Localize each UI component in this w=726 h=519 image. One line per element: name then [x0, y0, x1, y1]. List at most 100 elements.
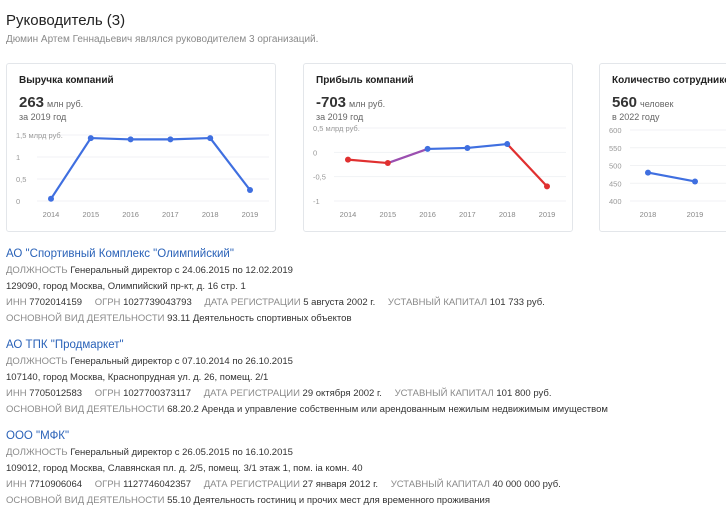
organization-link[interactable]: ООО "МФК" — [6, 430, 70, 442]
y-tick-label: 550 — [609, 144, 622, 153]
data-point — [504, 141, 511, 148]
data-point — [87, 135, 94, 142]
reg-date-value: 5 августа 2002 г. — [303, 297, 376, 308]
position-label: ДОЛЖНОСТЬ — [6, 265, 68, 276]
address: 109012, город Москва, Славянская пл. д. … — [6, 463, 363, 474]
employees-chart: 600 550 500 450 400 2018 2019 — [609, 126, 726, 219]
inn-label: ИНН — [6, 479, 27, 490]
x-tick-label: 2019 — [242, 210, 259, 219]
position-value: Генеральный директор — [70, 447, 173, 458]
profit-chart: 0,5 млрд руб. 0 -0,5 -1 2014 2015 2016 2017 2018… — [313, 124, 566, 219]
page-subtitle: Дюмин Артем Геннадьевич являлся руководи… — [6, 34, 319, 45]
y-tick-label: 0 — [16, 197, 20, 206]
activity-line: ОСНОВНОЙ ВИД ДЕЯТЕЛЬНОСТИ 55.10 Деятельн… — [6, 495, 721, 506]
inn-value: 7702014159 — [29, 297, 83, 308]
series-line-segment — [209, 136, 252, 192]
card-value: 263 млн руб. — [19, 94, 83, 112]
series-line-segment — [49, 136, 92, 200]
inn-value: 7705012583 — [29, 388, 83, 399]
position-label: ДОЛЖНОСТЬ — [6, 356, 68, 367]
profit-card: Прибыль компаний -703 млн руб. за 2019 го… — [303, 63, 573, 232]
card-title: Выручка компаний — [19, 75, 114, 86]
organization-item: АО ТПК "Продмаркет" ДОЛЖНОСТЬ Генеральны… — [6, 339, 721, 415]
series-line-segment — [89, 136, 132, 141]
y-tick-label: 0,5 — [16, 175, 26, 184]
reg-date-label: ДАТА РЕГИСТРАЦИИ — [203, 388, 300, 399]
inn-label: ИНН — [6, 388, 27, 399]
capital-value: 40 000 000 руб. — [492, 479, 561, 490]
reg-date-value: 27 января 2012 г. — [302, 479, 379, 490]
ogrn-value: 1027700373117 — [123, 388, 192, 399]
activity-label: ОСНОВНОЙ ВИД ДЕЯТЕЛЬНОСТИ — [6, 404, 165, 415]
data-point — [544, 183, 550, 190]
series-line-segment — [646, 171, 697, 183]
x-tick-label: 2014 — [340, 210, 357, 219]
position-value: Генеральный директор — [70, 265, 173, 276]
x-tick-label: 2017 — [459, 210, 476, 219]
data-point — [345, 156, 351, 163]
position-line: ДОЛЖНОСТЬ Генеральный директор с 07.10.2… — [6, 356, 721, 367]
position-label: ДОЛЖНОСТЬ — [6, 447, 68, 458]
x-tick-label: 2014 — [43, 210, 60, 219]
card-value-number: -703 — [316, 94, 347, 111]
inn-value: 7710906064 — [29, 479, 83, 490]
activity-value: 55.10 Деятельность гостиниц и прочих мес… — [167, 495, 490, 506]
x-tick-label: 2019 — [539, 210, 556, 219]
card-value-number: 263 — [19, 94, 45, 111]
x-tick-label: 2017 — [162, 210, 179, 219]
reg-date-label: ДАТА РЕГИСТРАЦИИ — [203, 479, 300, 490]
activity-label: ОСНОВНОЙ ВИД ДЕЯТЕЛЬНОСТИ — [6, 495, 165, 506]
ogrn-label: ОГРН — [94, 388, 121, 399]
data-point — [207, 135, 214, 142]
page-title: Руководитель (3) — [6, 12, 126, 29]
position-period: с 07.10.2014 по 26.10.2015 — [174, 356, 293, 367]
y-tick-label: 400 — [609, 197, 622, 206]
reg-date-label: ДАТА РЕГИСТРАЦИИ — [204, 297, 301, 308]
card-title: Прибыль компаний — [316, 75, 414, 86]
y-tick-label: 500 — [609, 162, 622, 171]
card-value-unit: млн руб. — [47, 99, 84, 109]
ogrn-label: ОГРН — [94, 479, 121, 490]
position-line: ДОЛЖНОСТЬ Генеральный директор с 24.06.2… — [6, 265, 721, 276]
address: 107140, город Москва, Краснопрудная ул. … — [6, 372, 269, 383]
organization-item: АО "Спортивный Комплекс "Олимпийский" ДО… — [6, 248, 721, 324]
ogrn-label: ОГРН — [94, 297, 121, 308]
card-title: Количество сотрудников — [612, 75, 726, 86]
organization-link[interactable]: АО "Спортивный Комплекс "Олимпийский" — [6, 248, 234, 260]
data-point — [247, 187, 253, 193]
registration-line: ИНН 7702014159 ОГРН 1027739043793 ДАТА Р… — [6, 297, 721, 308]
position-period: с 26.05.2015 по 16.10.2015 — [174, 447, 293, 458]
card-value-unit: млн руб. — [349, 99, 386, 109]
card-period: за 2019 год — [19, 112, 67, 122]
card-value: 560 человек — [612, 94, 673, 112]
x-tick-label: 2018 — [499, 210, 516, 219]
x-tick-label: 2016 — [122, 210, 139, 219]
activity-line: ОСНОВНОЙ ВИД ДЕЯТЕЛЬНОСТИ 93.11 Деятельн… — [6, 313, 721, 324]
registration-line: ИНН 7710906064 ОГРН 1127746042357 ДАТА Р… — [6, 479, 721, 490]
inn-label: ИНН — [6, 297, 27, 308]
y-tick-label: 0 — [313, 148, 317, 157]
card-period: в 2022 году — [612, 112, 660, 122]
data-point — [127, 136, 134, 143]
series-line-segment — [426, 146, 469, 151]
y-tick-label: 0,5 млрд руб. — [313, 124, 360, 133]
capital-label: УСТАВНЫЙ КАПИТАЛ — [390, 479, 490, 490]
x-tick-label: 2015 — [379, 210, 396, 219]
data-point — [424, 145, 431, 152]
x-tick-label: 2016 — [419, 210, 436, 219]
y-tick-label: 1 — [16, 153, 20, 162]
position-period: с 24.06.2015 по 12.02.2019 — [174, 265, 293, 276]
activity-label: ОСНОВНОЙ ВИД ДЕЯТЕЛЬНОСТИ — [6, 313, 165, 324]
organization-item: ООО "МФК" ДОЛЖНОСТЬ Генеральный директор… — [6, 430, 721, 506]
ogrn-value: 1027739043793 — [123, 297, 192, 308]
y-tick-label: -0,5 — [313, 173, 326, 182]
address: 129090, город Москва, Олимпийский пр-кт,… — [6, 281, 246, 292]
data-point — [464, 144, 471, 151]
revenue-chart: 1,5 млрд руб. 1 0,5 0 2014 2015 2016 2017 2018 20… — [16, 131, 269, 219]
series-line-segment — [346, 158, 389, 165]
card-value: -703 млн руб. — [316, 94, 385, 112]
series-line-segment — [466, 142, 509, 150]
organization-link[interactable]: АО ТПК "Продмаркет" — [6, 339, 124, 351]
activity-value: 93.11 Деятельность спортивных объектов — [167, 313, 352, 324]
